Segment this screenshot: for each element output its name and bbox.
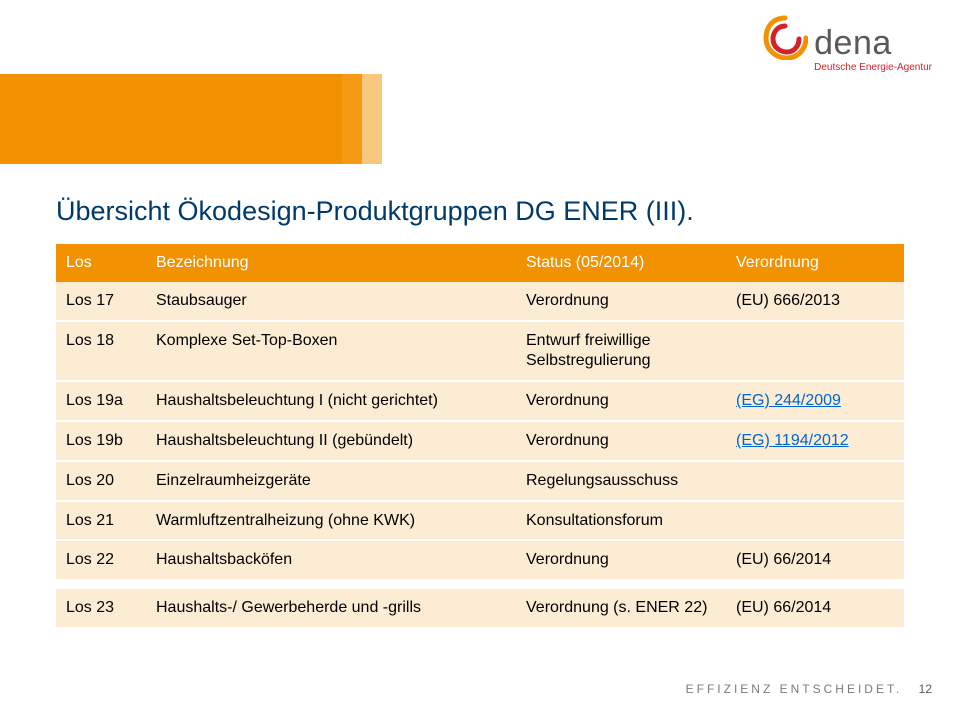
cell-stat: Konsultationsforum xyxy=(516,501,726,541)
cell-ver: (EG) 244/2009 xyxy=(726,381,904,421)
cell-los: Los 20 xyxy=(56,461,146,501)
cell-ver: (EU) 66/2014 xyxy=(726,540,904,579)
regulation-link[interactable]: (EG) 1194/2012 xyxy=(736,432,849,449)
cell-los: Los 22 xyxy=(56,540,146,579)
cell-ver xyxy=(726,321,904,382)
table-row: Los 23Haushalts-/ Gewerbeherde und -gril… xyxy=(56,589,904,627)
table-header: LosBezeichnungStatus (05/2014)Verordnung xyxy=(56,244,904,282)
logo-text: dena xyxy=(814,26,892,60)
cell-stat: Regelungsausschuss xyxy=(516,461,726,501)
cell-stat: Verordnung (s. ENER 22) xyxy=(516,589,726,627)
cell-bez: Haushaltsbeleuchtung I (nicht gerichtet) xyxy=(146,381,516,421)
cell-ver: (EU) 66/2014 xyxy=(726,589,904,627)
cell-bez: Haushalts-/ Gewerbeherde und -grills xyxy=(146,589,516,627)
cell-stat: Verordnung xyxy=(516,381,726,421)
cell-ver: (EU) 666/2013 xyxy=(726,282,904,321)
table-body-1: Los 17StaubsaugerVerordnung(EU) 666/2013… xyxy=(56,282,904,579)
cell-bez: Haushaltsbeleuchtung II (gebündelt) xyxy=(146,421,516,461)
product-groups-table: LosBezeichnungStatus (05/2014)Verordnung… xyxy=(56,244,904,627)
table-row: Los 19bHaushaltsbeleuchtung II (gebündel… xyxy=(56,421,904,461)
table-row: Los 17StaubsaugerVerordnung(EU) 666/2013 xyxy=(56,282,904,321)
banner-layer-1 xyxy=(0,74,342,164)
slide: dena Deutsche Energie-Agentur Übersicht … xyxy=(0,0,960,714)
table-body-2: Los 23Haushalts-/ Gewerbeherde und -gril… xyxy=(56,589,904,627)
logo-subtitle: Deutsche Energie-Agentur xyxy=(814,62,932,73)
cell-bez: Staubsauger xyxy=(146,282,516,321)
table-gap xyxy=(56,579,904,589)
cell-bez: Einzelraumheizgeräte xyxy=(146,461,516,501)
cell-los: Los 19b xyxy=(56,421,146,461)
table-row: Los 21Warmluftzentralheizung (ohne KWK)K… xyxy=(56,501,904,541)
cell-ver: (EG) 1194/2012 xyxy=(726,421,904,461)
cell-stat: Verordnung xyxy=(516,421,726,461)
cell-los: Los 21 xyxy=(56,501,146,541)
cell-los: Los 19a xyxy=(56,381,146,421)
page-number: 12 xyxy=(919,682,932,696)
column-header-los: Los xyxy=(56,244,146,282)
cell-bez: Warmluftzentralheizung (ohne KWK) xyxy=(146,501,516,541)
swirl-icon xyxy=(762,14,808,60)
cell-los: Los 18 xyxy=(56,321,146,382)
cell-bez: Haushaltsbacköfen xyxy=(146,540,516,579)
cell-ver xyxy=(726,461,904,501)
footer-tagline: EFFIZIENZ ENTSCHEIDET. xyxy=(686,682,903,696)
column-header-bez: Bezeichnung xyxy=(146,244,516,282)
cell-bez: Komplexe Set-Top-Boxen xyxy=(146,321,516,382)
table-row: Los 19aHaushaltsbeleuchtung I (nicht ger… xyxy=(56,381,904,421)
cell-stat: Entwurf freiwillige Selbstregulierung xyxy=(516,321,726,382)
regulation-link[interactable]: (EG) 244/2009 xyxy=(736,392,841,409)
footer: EFFIZIENZ ENTSCHEIDET. 12 xyxy=(686,682,932,696)
cell-los: Los 17 xyxy=(56,282,146,321)
cell-stat: Verordnung xyxy=(516,282,726,321)
table-row: Los 18Komplexe Set-Top-BoxenEntwurf frei… xyxy=(56,321,904,382)
logo: dena Deutsche Energie-Agentur xyxy=(762,14,932,73)
column-header-ver: Verordnung xyxy=(726,244,904,282)
logo-main: dena xyxy=(762,14,892,60)
cell-ver xyxy=(726,501,904,541)
table-row: Los 22HaushaltsbacköfenVerordnung(EU) 66… xyxy=(56,540,904,579)
cell-los: Los 23 xyxy=(56,589,146,627)
column-header-stat: Status (05/2014) xyxy=(516,244,726,282)
table-row: Los 20EinzelraumheizgeräteRegelungsaussc… xyxy=(56,461,904,501)
page-title: Übersicht Ökodesign-Produktgruppen DG EN… xyxy=(56,196,694,227)
cell-stat: Verordnung xyxy=(516,540,726,579)
table-container: LosBezeichnungStatus (05/2014)Verordnung… xyxy=(56,244,904,627)
